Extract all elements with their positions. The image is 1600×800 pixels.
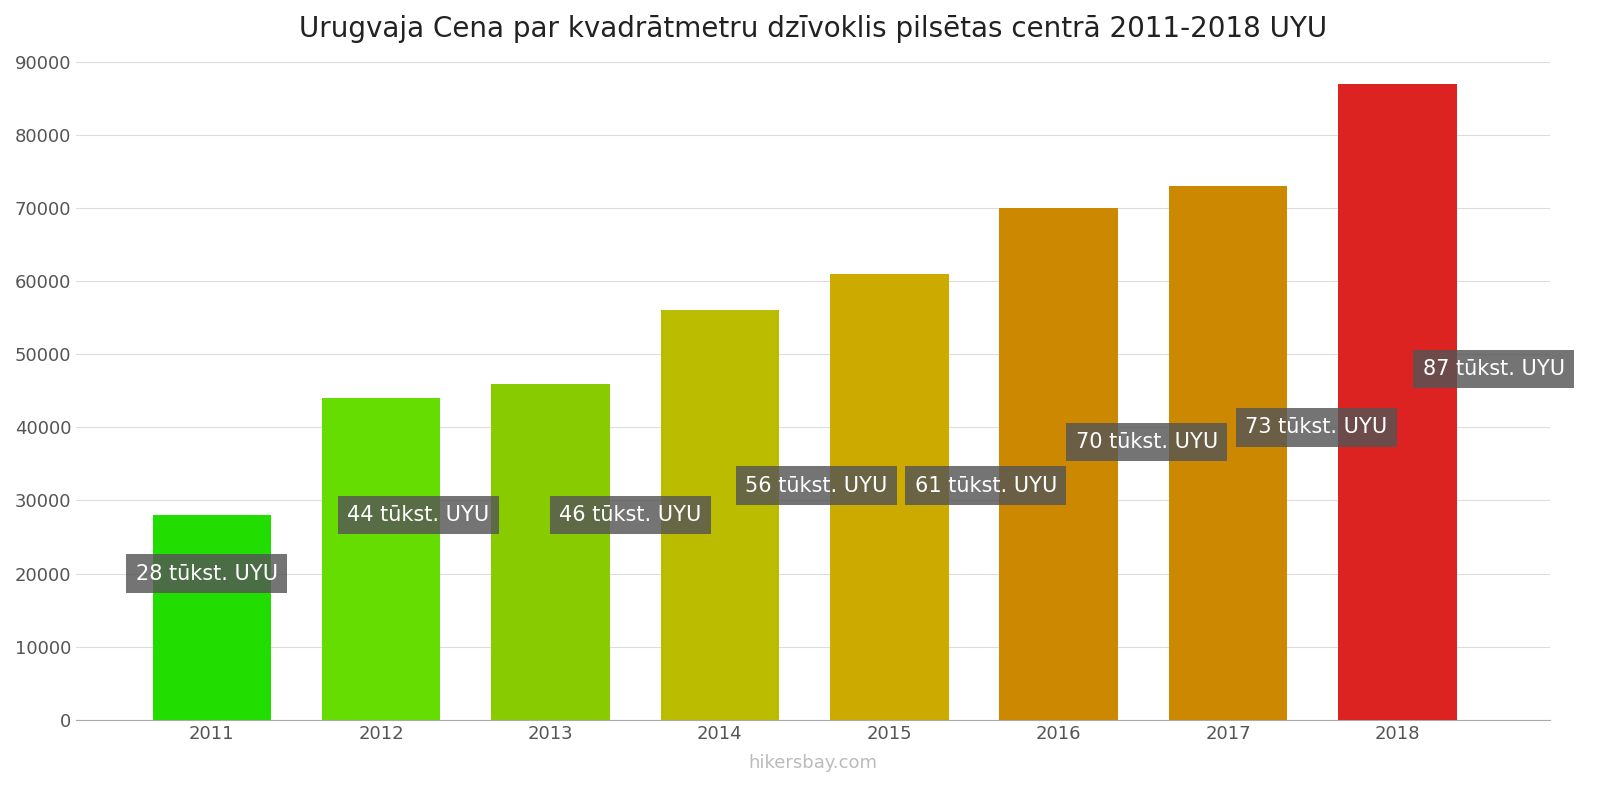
Title: Urugvaja Cena par kvadrātmetru dzīvoklis pilsētas centrā 2011-2018 UYU: Urugvaja Cena par kvadrātmetru dzīvoklis… [299, 15, 1326, 43]
Text: 56 tūkst. UYU: 56 tūkst. UYU [746, 476, 888, 496]
Bar [1168, 186, 1288, 720]
Text: 73 tūkst. UYU: 73 tūkst. UYU [1245, 418, 1387, 438]
Bar [491, 383, 610, 720]
Bar [1338, 84, 1456, 720]
Bar [322, 398, 440, 720]
Bar [1000, 208, 1118, 720]
Text: 46 tūkst. UYU: 46 tūkst. UYU [558, 505, 701, 525]
Text: 28 tūkst. UYU: 28 tūkst. UYU [136, 563, 278, 583]
Text: 44 tūkst. UYU: 44 tūkst. UYU [347, 505, 490, 525]
Text: hikersbay.com: hikersbay.com [749, 754, 877, 772]
Bar [661, 310, 779, 720]
Bar [152, 515, 270, 720]
Text: 70 tūkst. UYU: 70 tūkst. UYU [1075, 432, 1218, 452]
Text: 61 tūkst. UYU: 61 tūkst. UYU [915, 476, 1058, 496]
Text: 87 tūkst. UYU: 87 tūkst. UYU [1422, 359, 1565, 379]
Bar [830, 274, 949, 720]
